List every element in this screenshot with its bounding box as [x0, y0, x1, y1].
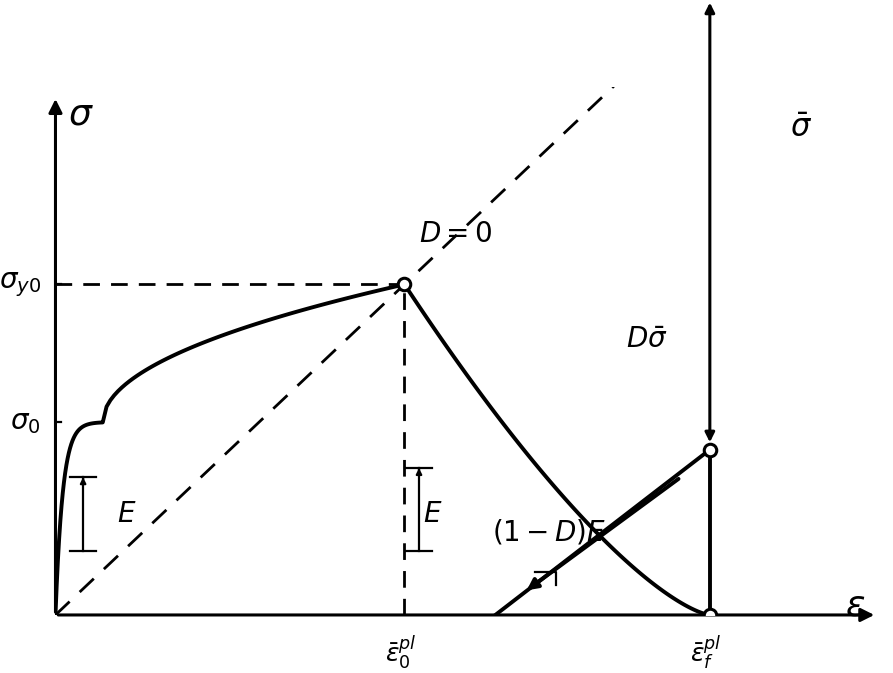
Text: $E$: $E$: [117, 500, 137, 528]
Text: $\sigma_0$: $\sigma_0$: [11, 408, 41, 436]
Text: $\bar{\varepsilon}_f^{pl}$: $\bar{\varepsilon}_f^{pl}$: [690, 633, 722, 672]
Text: $\sigma$: $\sigma$: [68, 98, 94, 131]
Text: $\sigma_{y0}$: $\sigma_{y0}$: [0, 270, 41, 299]
Text: $D=0$: $D=0$: [419, 219, 492, 248]
Text: $\bar{\varepsilon}_0^{pl}$: $\bar{\varepsilon}_0^{pl}$: [385, 633, 417, 671]
Text: $\varepsilon$: $\varepsilon$: [845, 589, 865, 623]
Text: $D\bar{\sigma}$: $D\bar{\sigma}$: [626, 326, 668, 353]
Text: $E$: $E$: [422, 500, 442, 528]
Text: $(1-D)E$: $(1-D)E$: [492, 518, 606, 547]
Text: $\bar{\sigma}$: $\bar{\sigma}$: [789, 114, 812, 143]
